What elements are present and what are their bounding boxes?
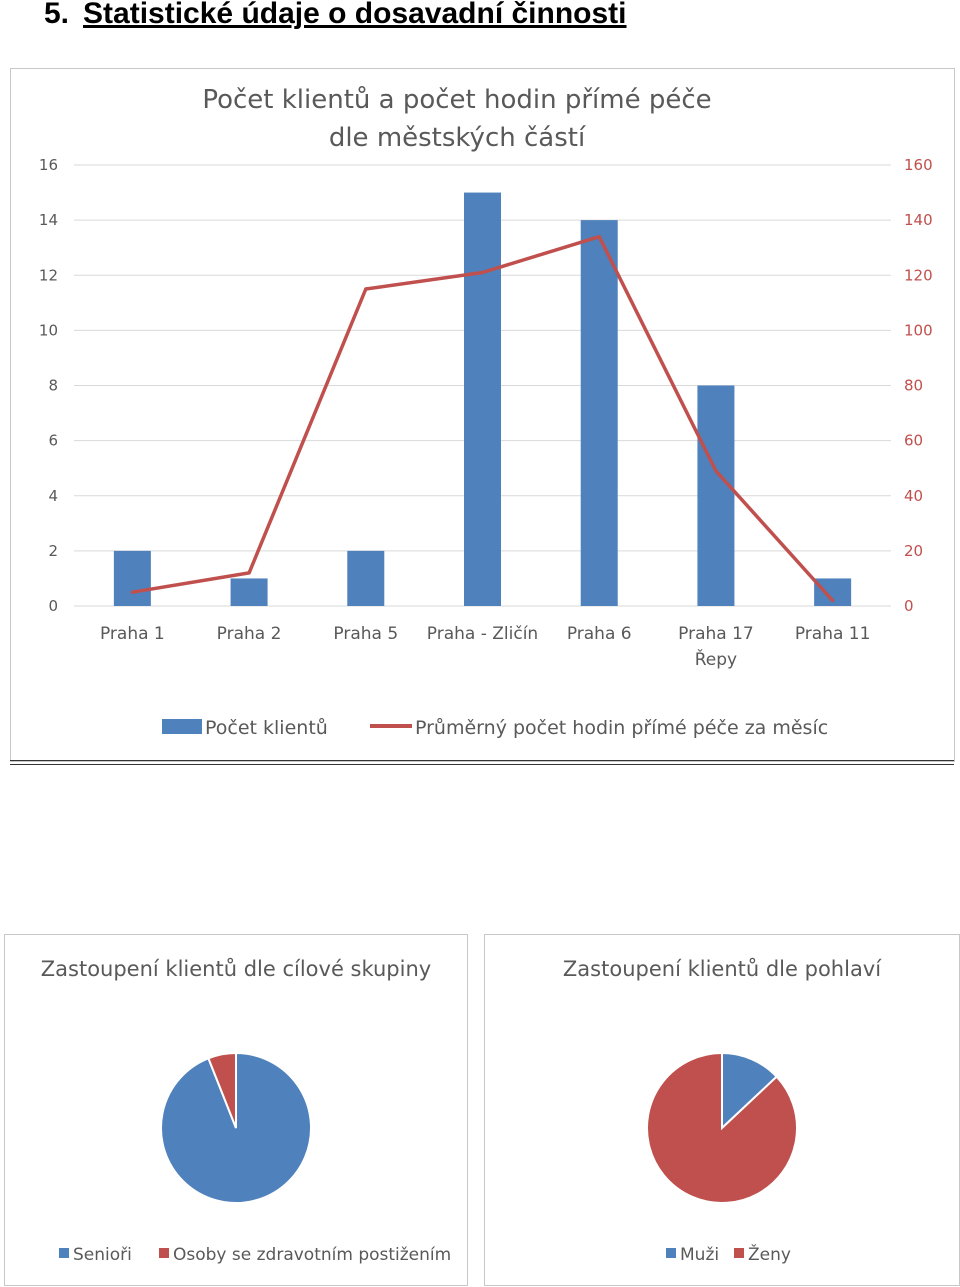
pie-legend-label: Osoby se zdravotním postižením: [173, 1245, 451, 1265]
pie-legend-swatch: [734, 1248, 744, 1258]
category-label: Praha 2: [217, 624, 282, 644]
separator-line: [10, 764, 954, 765]
pie-legend-swatch: [666, 1248, 676, 1258]
bar: [347, 550, 385, 606]
legend-label-hours: Průměrný počet hodin přímé péče za měsíc: [415, 717, 828, 739]
pie-slice: [646, 1051, 798, 1204]
y-right-tick-label: 20: [904, 542, 923, 560]
category-label: Praha 1: [100, 624, 165, 644]
category-label: Praha 17: [678, 624, 754, 644]
line-point: [714, 469, 718, 473]
y-left-tick-label: 8: [48, 377, 58, 395]
clients-hours-chart: Počet klientů a počet hodin přímé péče dl…: [10, 68, 955, 762]
y-right-tick-label: 0: [904, 597, 914, 615]
pie-legend-label: Muži: [680, 1245, 719, 1265]
y-left-tick-label: 2: [48, 542, 58, 560]
pie-legend-label: Senioři: [73, 1245, 132, 1265]
chart-title: Počet klientů a počet hodin přímé péče: [202, 85, 711, 115]
bar: [580, 220, 618, 606]
pie-slice: [207, 1051, 237, 1129]
gender-pie-chart: Zastoupení klientů dle pohlaví Muži Ženy: [484, 934, 960, 1286]
section-heading: 5. Statistické údaje o dosavadní činnosti: [44, 0, 627, 34]
pie-legend-swatch: [159, 1248, 169, 1258]
pie-legend-swatch: [59, 1248, 69, 1258]
bar: [697, 385, 735, 606]
chart-title: dle městských částí: [329, 123, 586, 153]
line-point: [247, 571, 251, 575]
separator-line: [10, 760, 954, 761]
pie-title: Zastoupení klientů dle pohlaví: [563, 957, 882, 981]
pie-legend-label: Ženy: [748, 1243, 791, 1265]
y-right-tick-label: 120: [904, 266, 933, 284]
y-right-tick-label: 100: [904, 321, 933, 339]
bar: [464, 192, 501, 606]
legend-swatch-clients: [162, 719, 202, 734]
bar: [113, 550, 151, 606]
y-right-tick-label: 140: [904, 211, 933, 229]
y-left-tick-label: 16: [39, 156, 58, 174]
category-label: Praha 6: [567, 624, 632, 644]
category-label: Praha 11: [795, 624, 871, 644]
y-left-tick-label: 4: [48, 487, 58, 505]
y-left-tick-label: 10: [39, 321, 58, 339]
y-right-tick-label: 60: [904, 432, 923, 450]
category-label: Praha - Zličín: [427, 624, 538, 644]
y-left-tick-label: 14: [39, 211, 58, 229]
line-point: [480, 270, 485, 275]
target-group-pie-svg: Zastoupení klientů dle cílové skupiny Sen…: [41, 957, 451, 1265]
clients-hours-chart-svg: Počet klientů a počet hodin přímé péče dl…: [39, 85, 933, 739]
legend-label-clients: Počet klientů: [205, 717, 328, 739]
section-number: 5.: [44, 0, 70, 30]
pie-title: Zastoupení klientů dle cílové skupiny: [41, 957, 431, 981]
line-point: [364, 287, 368, 291]
line-point: [130, 590, 134, 594]
target-group-pie-chart: Zastoupení klientů dle cílové skupiny Sen…: [4, 934, 468, 1286]
y-left-tick-label: 12: [39, 266, 58, 284]
bar: [230, 578, 268, 606]
category-label: Řepy: [695, 648, 737, 670]
category-label: Praha 5: [333, 624, 398, 644]
section-title: Statistické údaje o dosavadní činnosti: [83, 0, 627, 30]
y-left-tick-label: 0: [48, 597, 58, 615]
pie-slice: [721, 1051, 779, 1131]
line-point: [597, 235, 601, 239]
y-right-tick-label: 40: [904, 487, 923, 505]
line-point: [831, 598, 835, 603]
y-left-tick-label: 6: [48, 432, 58, 450]
y-right-tick-label: 160: [904, 156, 933, 174]
y-right-tick-label: 80: [904, 377, 923, 395]
gender-pie-svg: Zastoupení klientů dle pohlaví Muži Ženy: [563, 957, 882, 1265]
